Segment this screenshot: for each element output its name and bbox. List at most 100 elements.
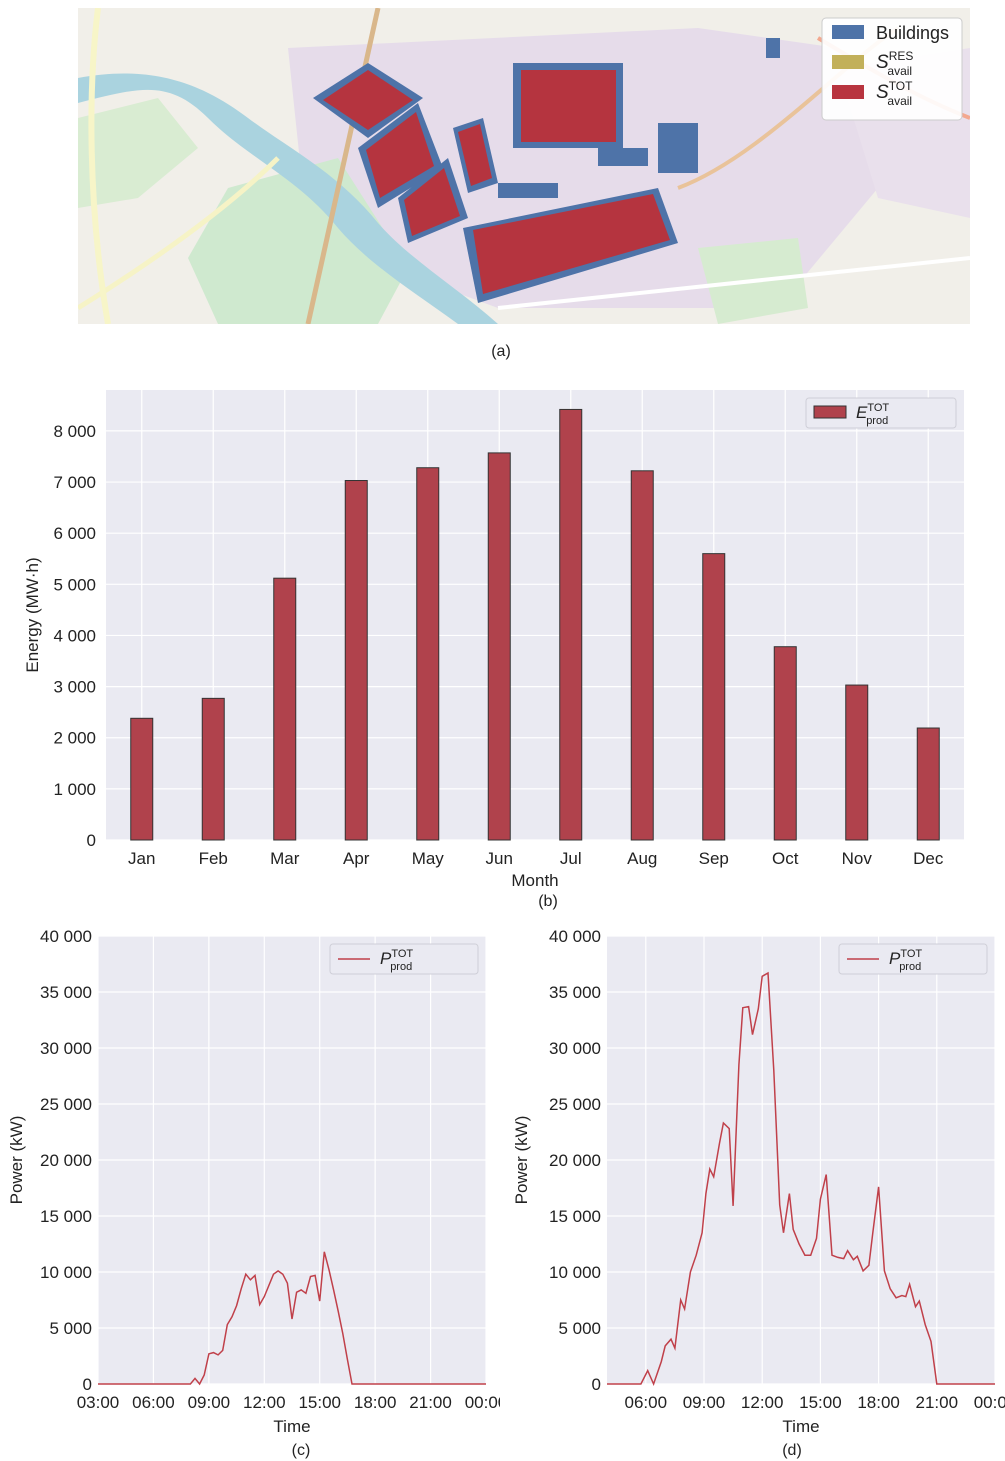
y-tick-label: 5 000: [49, 1319, 92, 1338]
legend-box: [838, 943, 988, 975]
y-axis-label: Power (kW): [7, 1116, 26, 1205]
x-tick-label: Jan: [128, 849, 155, 868]
x-tick-label: 15:00: [799, 1393, 842, 1412]
chart-legend: PTOT prod: [329, 943, 479, 975]
x-tick-label: May: [412, 849, 445, 868]
x-tick-label: Apr: [343, 849, 370, 868]
x-tick-label: Jul: [560, 849, 582, 868]
x-tick-label: 09:00: [683, 1393, 726, 1412]
y-tick-label: 5 000: [558, 1319, 601, 1338]
legend-swatch: [813, 405, 847, 419]
roof-area: [473, 194, 670, 294]
y-tick-label: 7 000: [53, 473, 96, 492]
y-tick-label: 6 000: [53, 524, 96, 543]
y-tick-label: 35 000: [549, 983, 601, 1002]
bar-jul: [559, 408, 583, 841]
road: [78, 156, 280, 311]
legend-label: PTOT prod: [889, 948, 922, 973]
y-tick-label: 30 000: [40, 1039, 92, 1058]
y-tick-label: 0: [83, 1375, 92, 1394]
caption-c: (c): [291, 1442, 311, 1459]
x-tick-label: Oct: [772, 849, 799, 868]
x-tick-label: 15:00: [298, 1393, 341, 1412]
x-tick-label: Nov: [842, 849, 873, 868]
park-area-west: [78, 98, 198, 208]
x-tick-label: Sep: [699, 849, 729, 868]
legend-label: STOT avail: [876, 79, 913, 108]
x-tick-label: Jun: [486, 849, 513, 868]
bar-aug: [630, 470, 654, 841]
caption-b: (b): [538, 893, 558, 910]
power-series-line: [607, 971, 995, 1387]
bar-oct: [773, 646, 797, 841]
x-tick-label: 18:00: [857, 1393, 900, 1412]
bar-jun: [487, 452, 511, 841]
chart-legend: ETOT prod: [805, 397, 957, 429]
roof-area: [366, 112, 434, 198]
monthly-energy-bar-chart: 0 1 000 2 000 3 000 4 000 5 000 6 000 7 000 8 00…: [23, 390, 964, 890]
y-tick-label: 25 000: [40, 1095, 92, 1114]
y-tick-label: 5 000: [53, 575, 96, 594]
caption-d: (d): [782, 1442, 802, 1459]
building: [658, 123, 698, 173]
x-tick-label: 03:00: [77, 1393, 120, 1412]
river: [78, 73, 498, 324]
x-tick-label: 09:00: [188, 1393, 231, 1412]
roof-area: [521, 70, 616, 142]
road: [88, 8, 111, 324]
y-tick-label: 0: [87, 831, 96, 850]
y-tick-label: 1 000: [53, 780, 96, 799]
bar-dec: [916, 727, 940, 841]
bar-jan: [130, 717, 154, 841]
x-tick-label: Dec: [913, 849, 944, 868]
x-axis-label: Time: [782, 1417, 819, 1436]
y-tick-label: 30 000: [549, 1039, 601, 1058]
y-tick-label: 0: [592, 1375, 601, 1394]
bar-nov: [845, 684, 869, 841]
y-tick-label: 25 000: [549, 1095, 601, 1114]
building: [766, 38, 780, 58]
y-tick-label: 15 000: [549, 1207, 601, 1226]
x-tick-label: Aug: [627, 849, 657, 868]
y-tick-label: 10 000: [40, 1263, 92, 1282]
roof-area: [404, 168, 460, 236]
x-tick-label: 06:00: [625, 1393, 668, 1412]
x-axis-label: Month: [511, 871, 558, 890]
legend-swatch: [832, 85, 864, 99]
building: [498, 183, 558, 198]
y-tick-label: 20 000: [40, 1151, 92, 1170]
x-tick-label: 21:00: [409, 1393, 452, 1412]
caption-a: (a): [491, 343, 511, 360]
y-axis-label: Energy (MW·h): [23, 557, 42, 672]
legend-label: SRES avail: [876, 49, 913, 78]
power-line-chart-d: 0 5 000 10 000 15 000 20 000 25 000 30 000 35 0…: [512, 927, 1005, 1436]
legend-box: [329, 943, 479, 975]
roof-area: [323, 70, 413, 130]
plot-background: [106, 390, 964, 840]
y-tick-label: 40 000: [40, 927, 92, 946]
y-axis-label: Power (kW): [512, 1116, 531, 1205]
legend-label: Buildings: [876, 23, 949, 43]
y-tick-label: 3 000: [53, 678, 96, 697]
chart-legend: PTOT prod: [838, 943, 988, 975]
roof-area: [458, 124, 492, 186]
railway: [305, 8, 381, 324]
legend-swatch: [832, 25, 864, 39]
y-tick-label: 40 000: [549, 927, 601, 946]
y-tick-label: 20 000: [549, 1151, 601, 1170]
x-tick-label: 06:00: [132, 1393, 175, 1412]
y-tick-label: 15 000: [40, 1207, 92, 1226]
x-tick-label: 00:00: [465, 1393, 500, 1412]
road: [497, 256, 970, 310]
industrial-area: [288, 28, 878, 308]
building: [598, 148, 648, 166]
x-tick-label: 12:00: [243, 1393, 286, 1412]
y-tick-label: 8 000: [53, 422, 96, 441]
bar-sep: [702, 553, 726, 841]
bar-apr: [344, 480, 368, 841]
x-tick-label: 21:00: [916, 1393, 959, 1412]
legend-swatch: [832, 55, 864, 69]
x-tick-label: 12:00: [741, 1393, 784, 1412]
